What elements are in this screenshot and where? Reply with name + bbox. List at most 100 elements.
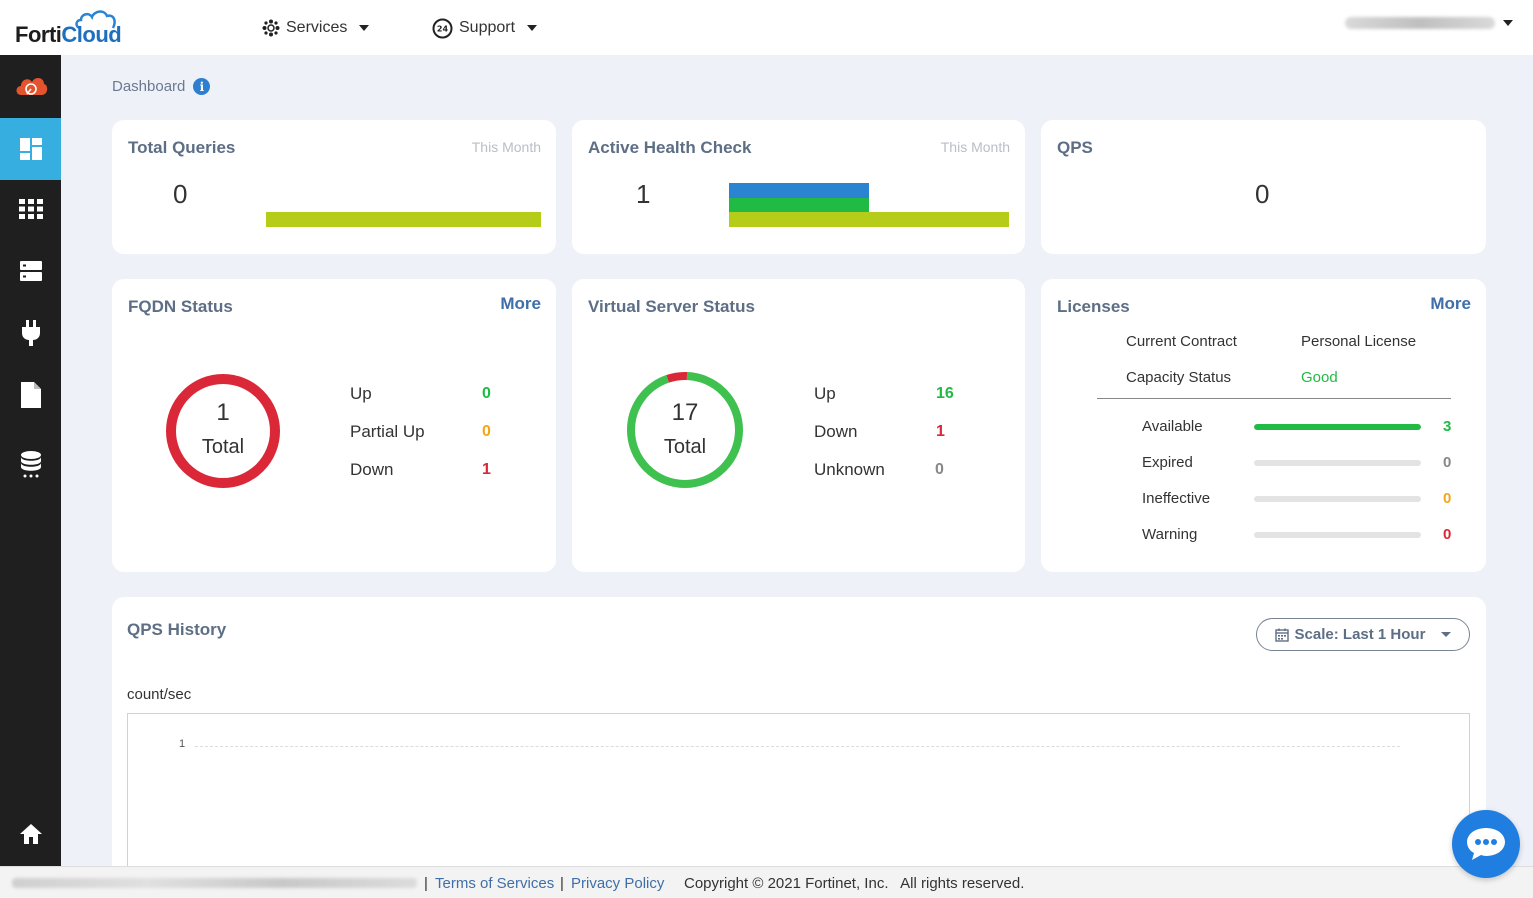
- total-queries-value: 0: [173, 179, 188, 209]
- support-menu[interactable]: 24 Support: [432, 15, 538, 41]
- user-email-redacted: [1345, 17, 1495, 29]
- info-icon[interactable]: i: [193, 78, 211, 95]
- svg-text:24: 24: [437, 24, 449, 33]
- sidebar-item-home[interactable]: [0, 803, 61, 865]
- sidebar-item-servers[interactable]: [0, 240, 61, 302]
- cloud-logo-icon: [16, 78, 47, 95]
- chart-unit-label: count/sec: [127, 686, 192, 703]
- cloud-logo-icon: [75, 10, 116, 30]
- sidebar-item-home-cloud[interactable]: [0, 55, 61, 117]
- qps-card: QPS 0: [1041, 120, 1486, 254]
- top-bar: FortiCloud Services 24 Support: [0, 0, 1533, 55]
- divider: [1097, 398, 1451, 399]
- footer-version-redacted: [12, 878, 417, 888]
- vs-row-down-label: Down: [814, 422, 858, 441]
- vs-total-label: Total: [663, 436, 707, 458]
- license-warning-value: 0: [1443, 526, 1452, 543]
- chevron-down-icon: [1441, 632, 1452, 637]
- vs-row-up-value: 16: [936, 385, 954, 402]
- sidebar-item-dashboard[interactable]: [0, 118, 61, 180]
- period-label: This Month: [940, 139, 1010, 155]
- fqdn-row-partial-up-value: 0: [482, 423, 491, 440]
- scale-label: Scale: Last 1 Hour: [1294, 626, 1426, 643]
- vs-down-arc: [627, 372, 743, 488]
- fqdn-row-partial-up-label: Partial Up: [350, 422, 425, 441]
- scale-dropdown[interactable]: Scale: Last 1 Hour: [1256, 618, 1470, 651]
- qps-history-chart: 1: [127, 713, 1470, 873]
- chevron-down-icon: [359, 25, 370, 31]
- sidebar: [0, 55, 61, 866]
- health-check-bar-2: [729, 212, 1009, 227]
- qps-value: 0: [1255, 179, 1270, 209]
- capacity-status-label: Capacity Status: [1126, 369, 1232, 386]
- plug-icon: [21, 320, 40, 346]
- user-account-menu[interactable]: [1345, 17, 1513, 29]
- health-check-bar-0: [729, 183, 869, 198]
- gridline: [195, 746, 1400, 747]
- license-available-value: 3: [1443, 418, 1452, 435]
- health-check-bar-1: [729, 198, 869, 212]
- card-title: QPS: [1057, 138, 1093, 157]
- active-health-check-value: 1: [636, 179, 651, 209]
- license-ineffective-label: Ineffective: [1142, 490, 1211, 507]
- footer-separator: |: [560, 875, 564, 892]
- total-queries-bar: [266, 212, 541, 227]
- license-expired-label: Expired: [1142, 454, 1193, 471]
- fqdn-total-label: Total: [201, 436, 245, 458]
- license-available-fill: [1254, 424, 1421, 430]
- grid-icon: [18, 199, 43, 219]
- services-icon: [262, 19, 280, 37]
- license-available-label: Available: [1142, 418, 1203, 435]
- card-title: Licenses: [1057, 297, 1130, 316]
- license-expired-bar: [1254, 460, 1421, 466]
- privacy-policy-link[interactable]: Privacy Policy: [571, 875, 665, 892]
- chat-button[interactable]: [1452, 810, 1520, 878]
- fqdn-down-arc: [166, 374, 280, 488]
- vs-up-arc: [627, 372, 743, 488]
- qps-history-card: QPS History Scale: Last 1 Hour count/sec…: [112, 597, 1486, 873]
- virtual-server-status-card: Virtual Server Status 17 Total Up 16 Dow…: [572, 279, 1025, 572]
- sidebar-item-database[interactable]: [0, 434, 61, 496]
- page-title: Dashboard: [112, 78, 186, 95]
- y-axis-tick-label: 1: [179, 738, 186, 750]
- fqdn-more-link[interactable]: More: [500, 294, 541, 313]
- capacity-status-value: Good: [1301, 369, 1338, 386]
- document-icon: [20, 382, 41, 408]
- period-label: This Month: [471, 139, 541, 155]
- licenses-card: Licenses More Current Contract Personal …: [1041, 279, 1486, 572]
- sidebar-item-plugins[interactable]: [0, 302, 61, 364]
- vs-row-unknown-label: Unknown: [814, 460, 885, 479]
- fqdn-total-value: 1: [216, 399, 230, 426]
- chevron-down-icon: [1503, 20, 1513, 26]
- sidebar-item-documents[interactable]: [0, 364, 61, 426]
- card-title: FQDN Status: [128, 297, 233, 316]
- services-menu[interactable]: Services: [262, 15, 370, 41]
- dashboard-icon: [19, 138, 42, 160]
- vs-row-down-value: 1: [936, 423, 945, 440]
- license-warning-bar: [1254, 532, 1421, 538]
- forticloud-logo[interactable]: FortiCloud: [15, 8, 127, 50]
- sidebar-item-grid[interactable]: [0, 178, 61, 240]
- virtual-server-donut-chart: [627, 372, 743, 488]
- license-ineffective-bar: [1254, 496, 1421, 502]
- copyright-text: Copyright © 2021 Fortinet, Inc. All righ…: [684, 875, 1025, 892]
- license-ineffective-value: 0: [1443, 490, 1452, 507]
- terms-of-services-link[interactable]: Terms of Services: [435, 875, 555, 892]
- fqdn-row-down-value: 1: [482, 461, 491, 478]
- chevron-down-icon: [527, 25, 538, 31]
- license-expired-value: 0: [1443, 454, 1452, 471]
- home-icon: [19, 824, 42, 844]
- vs-total-value: 17: [671, 399, 699, 426]
- card-title: Virtual Server Status: [588, 297, 755, 316]
- vs-row-unknown-value: 0: [935, 461, 944, 478]
- server-icon: [19, 261, 42, 281]
- footer-separator: |: [424, 875, 428, 892]
- licenses-more-link[interactable]: More: [1430, 294, 1471, 313]
- logo-cloud-text: Cloud: [61, 22, 122, 47]
- fqdn-row-up-label: Up: [350, 384, 372, 403]
- card-title: Total Queries: [128, 138, 236, 157]
- fqdn-donut-chart: [166, 374, 280, 488]
- card-title: QPS History: [127, 620, 227, 639]
- health-check-bars: [729, 183, 1009, 227]
- footer: | Terms of Services | Privacy Policy Cop…: [0, 866, 1533, 898]
